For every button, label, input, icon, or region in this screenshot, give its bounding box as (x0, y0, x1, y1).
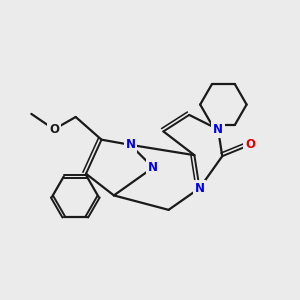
Text: O: O (49, 123, 59, 136)
Text: N: N (194, 182, 205, 195)
Text: N: N (213, 123, 223, 136)
Text: N: N (148, 161, 158, 174)
Text: N: N (125, 138, 135, 151)
Text: O: O (245, 138, 255, 151)
